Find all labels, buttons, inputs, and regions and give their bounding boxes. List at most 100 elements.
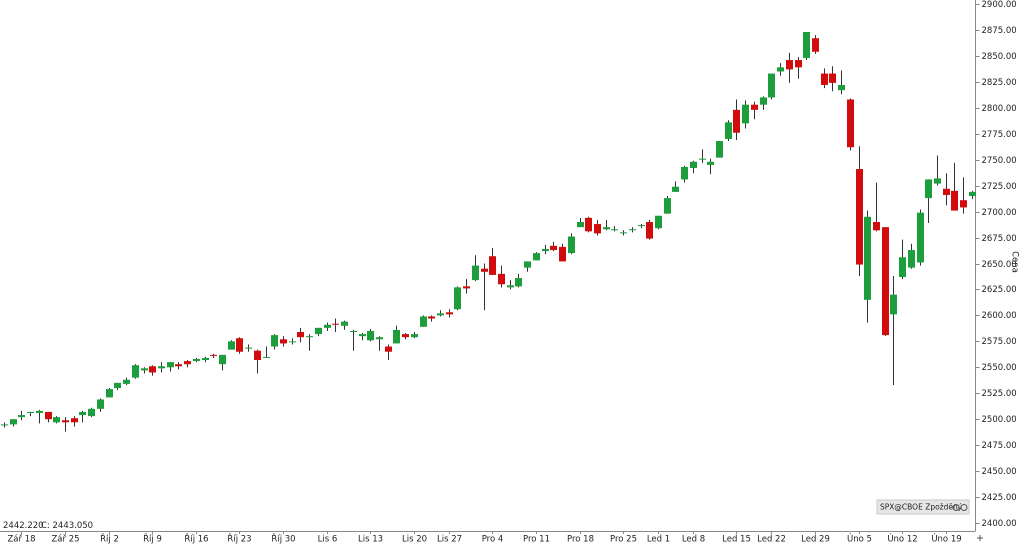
candle-body — [245, 347, 252, 349]
candle-body — [594, 224, 601, 234]
candle-body — [890, 294, 897, 315]
candle-body — [428, 316, 435, 319]
candle-body — [219, 354, 226, 365]
candle-body — [742, 104, 749, 124]
settings-icon[interactable] — [952, 504, 960, 511]
readout-close: C: 2443.050 — [41, 521, 93, 531]
candle-body — [79, 411, 86, 416]
candle-body — [655, 215, 662, 229]
y-tick-label: 2600.00 — [982, 311, 1017, 321]
candle-body — [611, 229, 618, 231]
candle-body — [481, 268, 488, 272]
source-badge-box — [876, 499, 970, 515]
candle-body — [1, 424, 8, 426]
readout-last: 2442.220 — [3, 521, 44, 531]
candle-body — [838, 84, 845, 91]
x-tick-label: Říj 23 — [227, 534, 251, 545]
candle-body — [943, 188, 950, 195]
candle-body — [71, 418, 78, 423]
candle-body — [463, 286, 470, 289]
candle-body — [524, 261, 531, 268]
y-tick-label: 2500.00 — [982, 415, 1017, 425]
x-tick-label: Lis 6 — [318, 535, 338, 545]
candle-body — [812, 38, 819, 52]
y-tick-label: 2725.00 — [982, 182, 1017, 192]
y-tick-label: 2675.00 — [982, 234, 1017, 244]
candle-body — [629, 229, 636, 231]
source-badge: SPX@CBOE Zpožděný — [880, 503, 963, 512]
candle-body — [263, 356, 270, 358]
x-tick-label: Říj 30 — [271, 534, 295, 545]
candle-body — [733, 109, 740, 133]
y-tick-label: 2750.00 — [982, 156, 1017, 166]
y-tick-label: 2575.00 — [982, 337, 1017, 347]
candle-body — [672, 186, 679, 192]
candle-body — [62, 420, 69, 423]
candle-body — [951, 190, 958, 211]
candle-body — [53, 417, 60, 423]
candle-body — [821, 73, 828, 85]
candle-body — [184, 361, 191, 365]
x-tick-label: Říj 16 — [184, 534, 208, 545]
candle-body — [803, 32, 810, 58]
candle-body — [106, 389, 113, 398]
candle-body — [699, 158, 706, 160]
candle-body — [725, 122, 732, 139]
candle-body — [585, 217, 592, 232]
candle-body — [350, 330, 357, 332]
candle-body — [306, 336, 313, 338]
candle-body — [88, 408, 95, 417]
candle-body — [36, 410, 43, 413]
candle-body — [402, 334, 409, 338]
candle-body — [550, 245, 557, 251]
x-tick-label: Led 8 — [682, 535, 705, 545]
candle-body — [420, 316, 427, 327]
x-tick-label: Pro 11 — [523, 535, 550, 545]
candle-body — [646, 221, 653, 239]
candle-body — [856, 169, 863, 265]
y-tick-label: 2825.00 — [982, 78, 1017, 88]
y-tick-label: 2550.00 — [982, 363, 1017, 373]
candle-body — [768, 73, 775, 98]
x-tick-label: Pro 18 — [567, 535, 594, 545]
x-tick-label: Led 29 — [801, 535, 830, 545]
candle-body — [123, 379, 130, 384]
y-tick-label: 2850.00 — [982, 52, 1017, 62]
candle-body — [498, 273, 505, 285]
x-tick-label: Pro 4 — [482, 535, 504, 545]
candle-body — [899, 257, 906, 277]
candle-body — [829, 73, 836, 83]
candle-body — [367, 330, 374, 341]
x-tick-label: Říj 2 — [100, 534, 119, 545]
y-tick-label: 2450.00 — [982, 467, 1017, 477]
candle-body — [236, 338, 243, 352]
y-tick-label: 2900.00 — [982, 0, 1017, 10]
candle-body — [167, 362, 174, 368]
x-tick-label: Zář 18 — [7, 535, 35, 545]
options-icon[interactable] — [960, 504, 968, 511]
candle-body — [132, 365, 139, 378]
y-tick-label: 2875.00 — [982, 26, 1017, 36]
candle-body — [751, 104, 758, 110]
candle-body — [786, 60, 793, 70]
candle-body — [847, 99, 854, 148]
zoom-icon[interactable] — [977, 535, 983, 541]
candle-body — [411, 334, 418, 338]
x-tick-label: Lis 27 — [437, 535, 462, 545]
candle-body — [289, 341, 296, 343]
candle-body — [568, 236, 575, 254]
y-tick-label: 2650.00 — [982, 260, 1017, 270]
candle-body — [97, 399, 104, 409]
candle-body — [533, 253, 540, 261]
candle-body — [917, 212, 924, 263]
candle-body — [202, 357, 209, 361]
candle-body — [446, 312, 453, 315]
candle-body — [489, 256, 496, 275]
candle-body — [297, 332, 304, 338]
candle-body — [515, 278, 522, 287]
candle-body — [934, 178, 941, 184]
x-tick-label: Pro 25 — [610, 535, 637, 545]
y-tick-label: 2700.00 — [982, 208, 1017, 218]
y-tick-label: 2625.00 — [982, 285, 1017, 295]
